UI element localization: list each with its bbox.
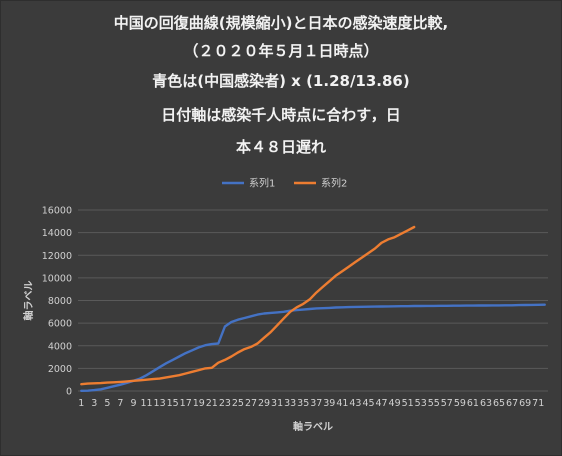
- x-tick-label: 55: [428, 398, 440, 409]
- x-tick-label: 5: [104, 398, 110, 409]
- x-tick-label: 69: [519, 398, 531, 409]
- x-tick-label: 13: [154, 398, 166, 409]
- y-tick-label: 6000: [48, 319, 72, 330]
- x-tick-label: 17: [180, 398, 192, 409]
- legend-label: 系列2: [321, 177, 347, 190]
- chart-title-line-4: 日付軸は感染千人時点に合わす，日: [161, 106, 401, 124]
- gridlines: [78, 209, 548, 392]
- x-tick-label: 1: [78, 398, 84, 409]
- x-tick-label: 15: [167, 398, 179, 409]
- legend-label: 系列1: [249, 177, 275, 190]
- y-axis-title: 軸ラベル: [22, 281, 35, 321]
- x-tick-label: 71: [532, 398, 544, 409]
- legend: 系列1 系列2: [222, 177, 347, 190]
- x-tick-label: 39: [323, 398, 335, 409]
- series-line-2: [80, 225, 416, 386]
- x-tick-label: 9: [130, 398, 136, 409]
- x-tick-label: 65: [493, 398, 505, 409]
- x-tick-label: 45: [362, 398, 374, 409]
- x-tick-label: 53: [415, 398, 427, 409]
- x-tick-label: 61: [467, 398, 479, 409]
- x-tick-label: 35: [297, 398, 309, 409]
- x-tick-label: 67: [506, 398, 518, 409]
- x-tick-label: 63: [480, 398, 492, 409]
- x-tick-label: 23: [219, 398, 231, 409]
- x-tick-label: 37: [310, 398, 322, 409]
- chart-title-line-3: 青色は(中国感染者) x (1.28/13.86): [152, 72, 410, 90]
- x-tick-label: 57: [441, 398, 453, 409]
- x-tick-label: 29: [258, 398, 270, 409]
- x-tick-label: 43: [349, 398, 361, 409]
- y-tick-label: 16000: [42, 206, 72, 217]
- y-tick-label: 8000: [48, 296, 72, 307]
- x-tick-label: 19: [193, 398, 205, 409]
- chart-title-line-2: （２０２０年５月１日時点）: [183, 42, 379, 60]
- series-lines: [80, 225, 546, 392]
- x-axis-ticks: 1 3 5 7 9 11 13 15 17 19 21 23 25 27 29 31 33 35 37 39 41 43 4…: [78, 398, 544, 409]
- x-tick-label: 49: [389, 398, 401, 409]
- y-tick-label: 12000: [42, 251, 72, 262]
- x-tick-label: 27: [245, 398, 257, 409]
- y-tick-label: 0: [66, 387, 72, 398]
- x-tick-label: 31: [271, 398, 283, 409]
- chart-title-line-1: 中国の回復曲線(規模縮小)と日本の感染速度比較,: [113, 14, 449, 32]
- x-tick-label: 47: [375, 398, 387, 409]
- series-line-1: [80, 303, 546, 392]
- x-tick-label: 33: [284, 398, 296, 409]
- x-tick-label: 59: [454, 398, 466, 409]
- x-tick-label: 7: [117, 398, 123, 409]
- x-tick-label: 41: [336, 398, 348, 409]
- x-tick-label: 3: [91, 398, 97, 409]
- chart-title-line-5: 本４８日遅れ: [235, 138, 326, 156]
- x-tick-label: 11: [140, 398, 152, 409]
- x-axis-title: 軸ラベル: [293, 420, 333, 433]
- y-tick-label: 14000: [42, 228, 72, 239]
- y-axis-ticks: 0 2000 4000 6000 8000 10000 12000 14000 16000: [42, 206, 72, 398]
- y-tick-label: 10000: [42, 273, 72, 284]
- x-tick-label: 25: [232, 398, 244, 409]
- x-tick-label: 51: [402, 398, 414, 409]
- y-tick-label: 2000: [48, 364, 72, 375]
- x-tick-label: 21: [206, 398, 218, 409]
- y-tick-label: 4000: [48, 341, 72, 352]
